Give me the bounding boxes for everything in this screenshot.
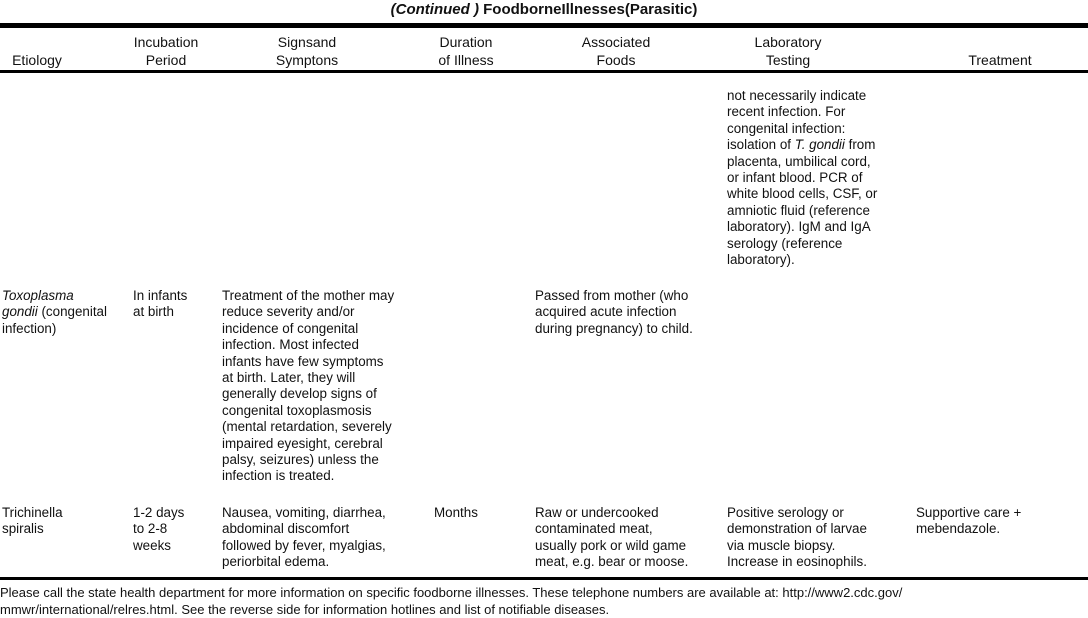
row3-signs: Nausea, vomiting, diarrhea, abdominal di… [222, 505, 386, 570]
row2-foods: Passed from mother (who acquired acute i… [535, 288, 693, 336]
title-main: FoodborneIllnesses(Parasitic) [483, 1, 698, 18]
row1-lab: not necessarily indicate recent infectio… [727, 88, 877, 268]
row3-etiology: Trichinella spiralis [2, 505, 63, 537]
row2-incubation: In infants at birth [133, 288, 188, 320]
lab-text: not necessarily indicate recent infectio… [727, 88, 867, 153]
header-rule [0, 70, 1088, 73]
row3-foods: Raw or undercooked contaminated meat, us… [535, 505, 689, 570]
header-duration: Duration of Illness [438, 34, 494, 68]
table-title: (Continued ) FoodborneIllnesses(Parasiti… [0, 1, 1088, 19]
top-rule [0, 23, 1088, 28]
header-incubation: Incubation Period [133, 34, 199, 68]
bottom-rule [0, 577, 1088, 580]
etiology-text: (congenital infection) [2, 304, 107, 336]
header-lab: Laboratory Testing [754, 34, 822, 68]
row2-signs: Treatment of the mother may reduce sever… [222, 288, 395, 484]
row3-incubation: 1-2 days to 2-8 weeks [133, 505, 185, 553]
header-signs: Signsand Symptons [275, 34, 339, 68]
etiology-organism: Toxoplasma gondii [2, 288, 74, 320]
row3-lab: Positive serology or demonstration of la… [727, 505, 867, 570]
lab-text: from placenta, umbilical cord, or infant… [727, 137, 878, 268]
header-foods: Associated Foods [581, 34, 651, 68]
footer-note: Please call the state health department … [0, 585, 903, 617]
header-treatment: Treatment [968, 52, 1032, 68]
title-continued: (Continued ) [390, 1, 479, 18]
header-etiology: Etiology [12, 52, 62, 68]
lab-organism: T. gondii [794, 137, 845, 153]
row2-etiology: Toxoplasma gondii (congenital infection) [2, 288, 107, 337]
row3-duration: Months [434, 505, 478, 520]
row3-treatment: Supportive care + mebendazole. [916, 505, 1022, 537]
